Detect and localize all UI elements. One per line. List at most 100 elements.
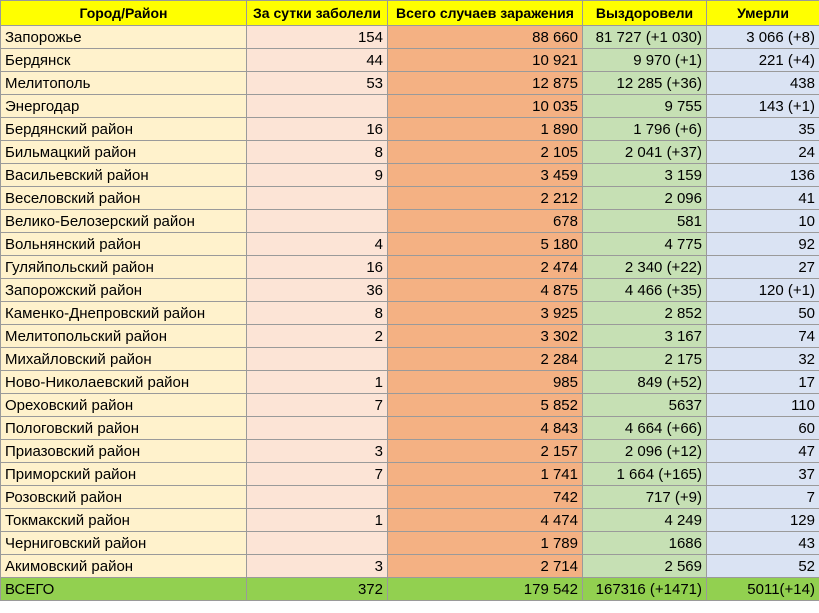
died-cell[interactable]: 52 [706,554,819,578]
total-cases-cell[interactable]: 5 852 [387,393,583,417]
region-cell[interactable]: Велико-Белозерский район [0,209,247,233]
total-cases-cell[interactable]: 4 474 [387,508,583,532]
total-cases-cell[interactable]: 12 875 [387,71,583,95]
recovered-cell[interactable]: 9 970 (+1) [582,48,707,72]
header-region[interactable]: Город/Район [0,0,247,26]
died-cell[interactable]: 129 [706,508,819,532]
daily-cases-cell[interactable] [246,209,388,233]
died-cell[interactable]: 43 [706,531,819,555]
died-cell[interactable]: 7 [706,485,819,509]
daily-cases-cell[interactable]: 1 [246,370,388,394]
died-cell[interactable]: 60 [706,416,819,440]
recovered-cell[interactable]: 4 249 [582,508,707,532]
recovered-cell[interactable]: 12 285 (+36) [582,71,707,95]
recovered-cell[interactable]: 1 796 (+6) [582,117,707,141]
daily-cases-cell[interactable]: 8 [246,140,388,164]
recovered-cell[interactable]: 581 [582,209,707,233]
recovered-cell[interactable]: 2 096 [582,186,707,210]
total-cases-cell[interactable]: 985 [387,370,583,394]
header-died[interactable]: Умерли [706,0,819,26]
died-cell[interactable]: 35 [706,117,819,141]
region-cell[interactable]: Веселовский район [0,186,247,210]
total-cases-cell[interactable]: 10 035 [387,94,583,118]
total-cases-cell[interactable]: 2 474 [387,255,583,279]
daily-cases-cell[interactable] [246,94,388,118]
daily-cases-cell[interactable]: 44 [246,48,388,72]
totals-total-cell[interactable]: 179 542 [387,577,583,601]
daily-cases-cell[interactable] [246,416,388,440]
totals-died-cell[interactable]: 5011(+14) [706,577,819,601]
daily-cases-cell[interactable] [246,531,388,555]
region-cell[interactable]: Гуляйпольский район [0,255,247,279]
header-recovered[interactable]: Выздоровели [582,0,707,26]
recovered-cell[interactable]: 849 (+52) [582,370,707,394]
region-cell[interactable]: Энергодар [0,94,247,118]
died-cell[interactable]: 110 [706,393,819,417]
totals-recovered-cell[interactable]: 167316 (+1471) [582,577,707,601]
daily-cases-cell[interactable]: 154 [246,25,388,49]
died-cell[interactable]: 10 [706,209,819,233]
total-cases-cell[interactable]: 1 789 [387,531,583,555]
region-cell[interactable]: Ореховский район [0,393,247,417]
region-cell[interactable]: Бердянск [0,48,247,72]
total-cases-cell[interactable]: 2 105 [387,140,583,164]
recovered-cell[interactable]: 3 167 [582,324,707,348]
total-cases-cell[interactable]: 10 921 [387,48,583,72]
daily-cases-cell[interactable]: 16 [246,117,388,141]
daily-cases-cell[interactable]: 7 [246,462,388,486]
region-cell[interactable]: Пологовский район [0,416,247,440]
daily-cases-cell[interactable]: 3 [246,554,388,578]
region-cell[interactable]: Приазовский район [0,439,247,463]
died-cell[interactable]: 37 [706,462,819,486]
region-cell[interactable]: Мелитопольский район [0,324,247,348]
region-cell[interactable]: Мелитополь [0,71,247,95]
total-cases-cell[interactable]: 2 284 [387,347,583,371]
died-cell[interactable]: 74 [706,324,819,348]
recovered-cell[interactable]: 81 727 (+1 030) [582,25,707,49]
region-cell[interactable]: Васильевский район [0,163,247,187]
total-cases-cell[interactable]: 3 459 [387,163,583,187]
region-cell[interactable]: Запорожский район [0,278,247,302]
region-cell[interactable]: Ново-Николаевский район [0,370,247,394]
died-cell[interactable]: 120 (+1) [706,278,819,302]
total-cases-cell[interactable]: 5 180 [387,232,583,256]
recovered-cell[interactable]: 9 755 [582,94,707,118]
recovered-cell[interactable]: 5637 [582,393,707,417]
recovered-cell[interactable]: 2 569 [582,554,707,578]
region-cell[interactable]: Михайловский район [0,347,247,371]
region-cell[interactable]: Бильмацкий район [0,140,247,164]
total-cases-cell[interactable]: 678 [387,209,583,233]
region-cell[interactable]: Приморский район [0,462,247,486]
region-cell[interactable]: Черниговский район [0,531,247,555]
total-cases-cell[interactable]: 88 660 [387,25,583,49]
recovered-cell[interactable]: 1 664 (+165) [582,462,707,486]
died-cell[interactable]: 17 [706,370,819,394]
recovered-cell[interactable]: 2 041 (+37) [582,140,707,164]
region-cell[interactable]: Бердянский район [0,117,247,141]
region-cell[interactable]: Запорожье [0,25,247,49]
daily-cases-cell[interactable]: 4 [246,232,388,256]
total-cases-cell[interactable]: 4 875 [387,278,583,302]
died-cell[interactable]: 41 [706,186,819,210]
total-cases-cell[interactable]: 4 843 [387,416,583,440]
recovered-cell[interactable]: 2 096 (+12) [582,439,707,463]
daily-cases-cell[interactable] [246,347,388,371]
header-total[interactable]: Всего случаев заражения [387,0,583,26]
recovered-cell[interactable]: 2 340 (+22) [582,255,707,279]
daily-cases-cell[interactable]: 2 [246,324,388,348]
total-cases-cell[interactable]: 2 157 [387,439,583,463]
daily-cases-cell[interactable]: 9 [246,163,388,187]
total-cases-cell[interactable]: 1 741 [387,462,583,486]
daily-cases-cell[interactable]: 7 [246,393,388,417]
total-cases-cell[interactable]: 1 890 [387,117,583,141]
region-cell[interactable]: Каменко-Днепровский район [0,301,247,325]
died-cell[interactable]: 3 066 (+8) [706,25,819,49]
daily-cases-cell[interactable]: 1 [246,508,388,532]
header-daily[interactable]: За сутки заболели [246,0,388,26]
died-cell[interactable]: 438 [706,71,819,95]
daily-cases-cell[interactable]: 8 [246,301,388,325]
recovered-cell[interactable]: 4 466 (+35) [582,278,707,302]
recovered-cell[interactable]: 2 175 [582,347,707,371]
totals-daily-cell[interactable]: 372 [246,577,388,601]
died-cell[interactable]: 221 (+4) [706,48,819,72]
